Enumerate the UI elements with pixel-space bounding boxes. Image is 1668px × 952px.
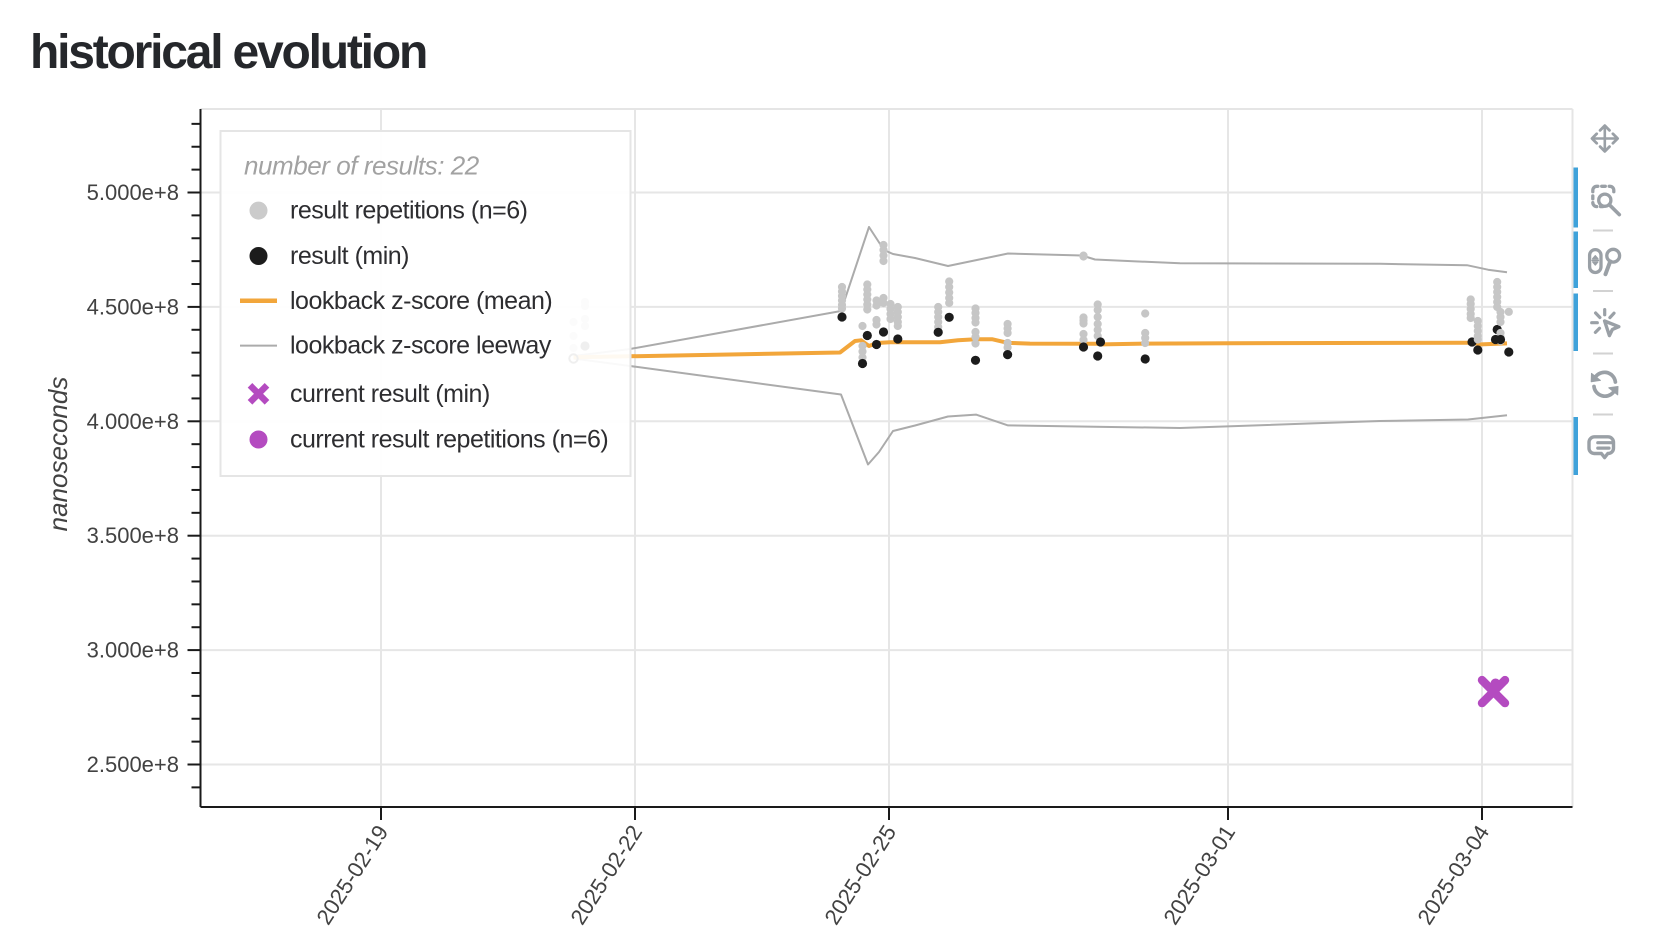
svg-text:2025-02-25: 2025-02-25: [819, 821, 901, 929]
svg-text:2025-03-04: 2025-03-04: [1412, 821, 1494, 929]
svg-text:2025-02-22: 2025-02-22: [565, 821, 647, 929]
svg-text:current result (min): current result (min): [290, 380, 490, 408]
svg-text:nanoseconds: nanoseconds: [43, 377, 73, 532]
svg-text:lookback z-score leeway: lookback z-score leeway: [290, 332, 552, 360]
svg-text:2025-02-19: 2025-02-19: [311, 821, 393, 929]
svg-text:result (min): result (min): [290, 242, 409, 270]
svg-text:2025-03-01: 2025-03-01: [1158, 821, 1240, 929]
svg-text:4.000e+8: 4.000e+8: [87, 409, 179, 434]
svg-text:3.000e+8: 3.000e+8: [87, 638, 179, 663]
svg-text:2.500e+8: 2.500e+8: [87, 752, 179, 777]
svg-text:lookback z-score (mean): lookback z-score (mean): [290, 287, 552, 315]
svg-text:result repetitions (n=6): result repetitions (n=6): [290, 197, 527, 225]
svg-text:current result repetitions (n=: current result repetitions (n=6): [290, 426, 608, 454]
svg-text:number of results: 22: number of results: 22: [244, 151, 480, 181]
svg-text:3.500e+8: 3.500e+8: [87, 523, 179, 548]
svg-text:4.500e+8: 4.500e+8: [87, 294, 179, 319]
svg-text:5.000e+8: 5.000e+8: [87, 180, 179, 205]
